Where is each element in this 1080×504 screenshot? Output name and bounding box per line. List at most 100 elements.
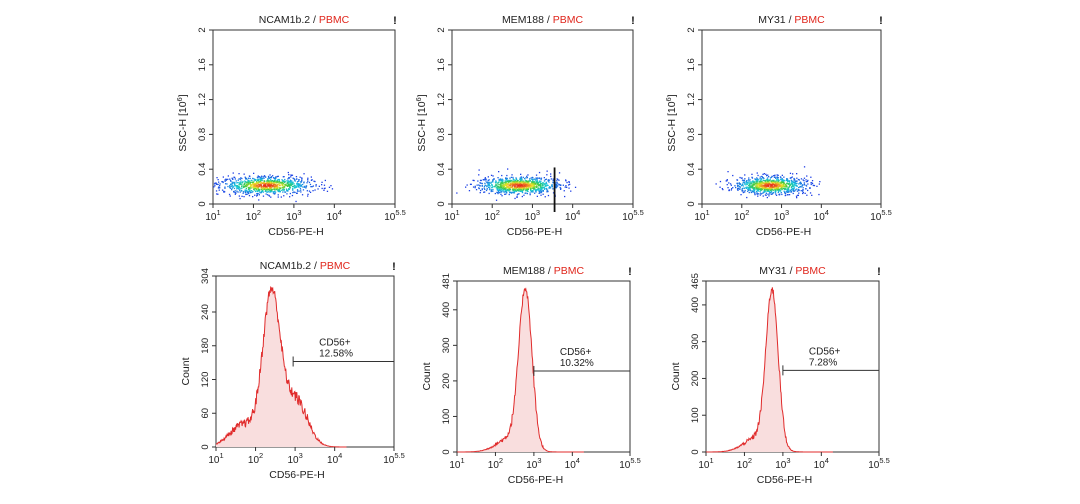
event-dot: [266, 189, 268, 191]
event-dot: [783, 188, 786, 190]
event-dot: [792, 182, 794, 185]
event-dot: [541, 183, 543, 185]
event-dot: [755, 178, 757, 181]
event-dot: [501, 182, 503, 185]
event-dot: [511, 174, 513, 176]
event-dot: [523, 181, 525, 183]
event-dot: [249, 188, 251, 190]
event-dot: [530, 186, 532, 189]
event-dot: [538, 181, 541, 183]
event-dot: [524, 184, 527, 186]
event-dot: [499, 184, 502, 186]
event-dot: [272, 192, 275, 194]
event-dot: [300, 185, 302, 188]
event-dot: [510, 183, 512, 185]
x-tick-label: 105.5: [870, 208, 892, 223]
event-dot: [518, 181, 520, 183]
event-dot: [781, 186, 783, 188]
event-dot: [532, 191, 534, 193]
event-dot: [492, 188, 494, 191]
event-dot: [548, 181, 550, 183]
event-dot: [761, 185, 763, 187]
event-dot: [292, 187, 294, 190]
event-dot: [224, 187, 226, 189]
event-dot: [249, 182, 251, 184]
event-dot: [231, 185, 233, 187]
event-dot: [769, 177, 772, 179]
event-dot: [270, 196, 272, 198]
event-dot: [219, 183, 221, 185]
event-dot: [245, 187, 247, 189]
event-dot: [270, 188, 273, 190]
event-dot: [488, 179, 490, 181]
event-dot: [522, 183, 524, 185]
event-dot: [750, 183, 752, 185]
event-dot: [312, 190, 314, 192]
event-dot: [498, 187, 500, 189]
event-dot: [298, 180, 300, 182]
event-dot: [521, 178, 523, 180]
event-dot: [213, 186, 215, 188]
event-dot: [777, 186, 779, 188]
event-dot: [785, 184, 787, 186]
event-dot: [789, 172, 792, 174]
event-dot: [762, 191, 764, 193]
event-dot: [524, 185, 526, 187]
event-dot: [508, 181, 511, 183]
event-dot: [243, 183, 245, 185]
event-dot: [741, 189, 743, 191]
event-dot: [294, 191, 296, 194]
event-dot: [504, 188, 506, 190]
event-dot: [517, 190, 519, 192]
event-dot: [308, 181, 311, 184]
event-dot: [519, 179, 521, 181]
event-dot: [525, 182, 527, 184]
event-dot: [522, 185, 524, 187]
event-dot: [262, 182, 264, 185]
event-dot: [565, 185, 567, 187]
event-dot: [268, 194, 270, 196]
event-dot: [290, 184, 292, 186]
event-dot: [242, 185, 244, 187]
x-tick-base: 10: [327, 212, 339, 223]
x-tick-exponent: 2: [257, 208, 261, 217]
event-dot: [484, 188, 486, 190]
event-dot: [756, 193, 758, 195]
y-axis-label: SSC-H [106]: [175, 94, 189, 151]
event-dot: [741, 177, 743, 179]
event-dot: [742, 179, 745, 182]
event-dot: [500, 181, 502, 183]
x-tick-exponent: 5.5: [633, 208, 643, 217]
event-dot: [784, 186, 786, 188]
event-dot: [258, 194, 260, 196]
event-dot: [768, 195, 770, 197]
event-dot: [503, 191, 505, 193]
event-dot: [757, 178, 759, 180]
event-dot: [805, 185, 808, 187]
event-dot: [221, 189, 224, 191]
event-dot: [521, 181, 523, 183]
x-tick-label: 105.5: [384, 208, 406, 223]
y-tick-label: 60: [200, 408, 211, 419]
event-dot: [529, 179, 531, 182]
event-dot: [542, 193, 544, 195]
event-dot: [511, 186, 513, 189]
event-dot: [236, 185, 238, 187]
event-dot: [495, 187, 497, 189]
x-tick-base: 10: [383, 455, 395, 466]
event-dot: [537, 181, 540, 184]
event-dot: [248, 195, 251, 197]
event-dot: [227, 175, 229, 177]
event-dot: [539, 190, 541, 193]
event-dot: [477, 180, 479, 182]
event-dot: [253, 182, 255, 185]
event-dot: [274, 179, 276, 181]
event-dot: [285, 183, 287, 186]
event-dot: [767, 182, 769, 185]
event-dot: [233, 176, 235, 178]
event-dot: [278, 179, 280, 181]
event-dot: [769, 186, 771, 189]
event-dot: [265, 191, 268, 193]
event-dot: [481, 188, 483, 190]
y-label-text: SSC-H [10: [666, 101, 678, 151]
